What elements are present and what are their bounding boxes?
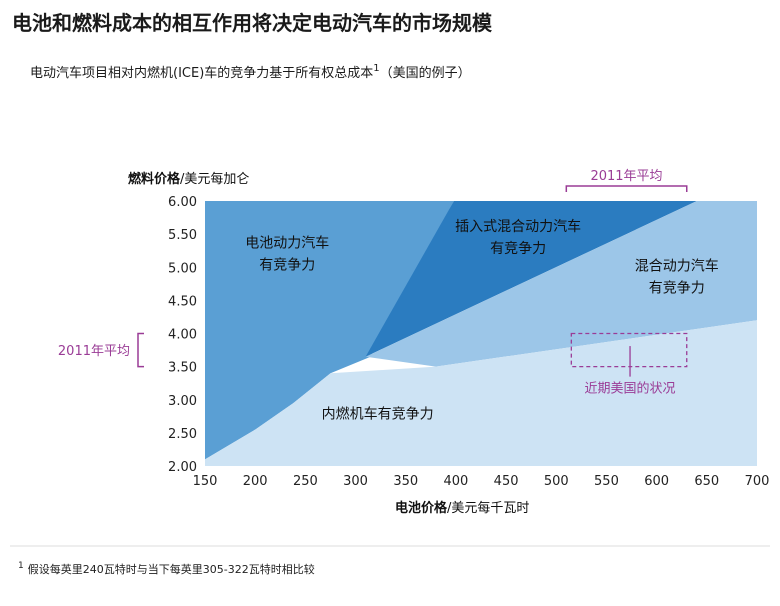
footnote-text: 假设每英里240瓦特时与当下每英里305-322瓦特时相比较 xyxy=(28,562,315,576)
region-2 xyxy=(365,201,757,367)
fuel-avg-bracket xyxy=(137,332,144,368)
region-label-0-1: 有竞争力 xyxy=(259,256,315,273)
region-0 xyxy=(205,201,454,460)
x-tick-5: 400 xyxy=(443,474,468,489)
y-tick-0: 2.00 xyxy=(168,460,197,475)
region-label-3-0: 内燃机车有竞争力 xyxy=(322,405,434,422)
x-tick-8: 550 xyxy=(594,474,619,489)
subtitle-superscript: 1 xyxy=(373,63,379,74)
y-tick-5: 4.50 xyxy=(168,294,197,309)
x-tick-6: 450 xyxy=(494,474,519,489)
region-label-0-0: 电池动力汽车 xyxy=(245,234,329,251)
y-tick-4: 4.00 xyxy=(168,328,197,343)
battery-avg-label: 2011年平均 xyxy=(590,169,662,184)
y-axis-label-bold: 燃料价格 xyxy=(128,171,181,187)
subtitle-main: 电动汽车项目相对内燃机(ICE)车的竞争力基于所有权总成本 xyxy=(30,65,373,81)
x-axis-ticks: 150 200 250 300 350 400 450 500 550 600 650 700 xyxy=(193,474,770,489)
x-tick-11: 700 xyxy=(745,474,770,489)
x-axis-label-bold: 电池价格 xyxy=(395,500,448,516)
x-tick-1: 200 xyxy=(243,474,268,489)
y-axis-ticks: 2.00 2.50 3.00 3.50 4.00 4.50 5.00 5.50 6.00 xyxy=(168,195,197,475)
fuel-avg-label: 2011年平均 xyxy=(58,344,130,359)
footnote: 1 假设每英里240瓦特时与当下每英里305-322瓦特时相比较 xyxy=(18,561,315,576)
region-label-2-1: 有竞争力 xyxy=(649,280,705,297)
region-label-2-0: 混合动力汽车 xyxy=(635,258,719,275)
y-tick-1: 2.50 xyxy=(168,427,197,442)
x-tick-10: 650 xyxy=(694,474,719,489)
footnote-superscript: 1 xyxy=(18,561,24,571)
x-axis-label-rest: /美元每千瓦时 xyxy=(447,500,529,516)
subtitle-suffix: （美国的例子） xyxy=(380,65,471,81)
x-tick-4: 350 xyxy=(393,474,418,489)
current-us-label: 近期美国的状况 xyxy=(585,381,676,397)
regions xyxy=(205,201,757,466)
y-tick-8: 6.00 xyxy=(168,195,197,210)
x-axis-label: 电池价格/美元每千瓦时 xyxy=(395,500,529,516)
region-label-1-0: 插入式混合动力汽车 xyxy=(455,218,581,235)
x-tick-7: 500 xyxy=(544,474,569,489)
y-axis-label-rest: /美元每加仑 xyxy=(180,171,249,187)
y-tick-2: 3.00 xyxy=(168,394,197,409)
region-labels: 电池动力汽车有竞争力插入式混合动力汽车有竞争力混合动力汽车有竞争力内燃机车有竞争… xyxy=(245,218,718,422)
x-tick-0: 150 xyxy=(193,474,218,489)
chart-title: 电池和燃料成本的相互作用将决定电动汽车的市场规模 xyxy=(12,11,493,35)
battery-avg-bracket xyxy=(565,185,688,192)
plot-area: 电池动力汽车有竞争力插入式混合动力汽车有竞争力混合动力汽车有竞争力内燃机车有竞争… xyxy=(58,169,770,489)
region-1 xyxy=(365,201,697,357)
y-tick-6: 5.00 xyxy=(168,261,197,276)
y-tick-7: 5.50 xyxy=(168,228,197,243)
x-tick-9: 600 xyxy=(644,474,669,489)
region-3 xyxy=(205,320,757,466)
x-tick-2: 250 xyxy=(293,474,318,489)
y-axis-label: 燃料价格/美元每加仑 xyxy=(128,171,249,187)
y-tick-3: 3.50 xyxy=(168,361,197,376)
region-label-1-1: 有竞争力 xyxy=(490,240,546,257)
chart-subtitle: 电动汽车项目相对内燃机(ICE)车的竞争力基于所有权总成本1（美国的例子） xyxy=(30,63,471,81)
current-us-box xyxy=(570,332,688,368)
x-tick-3: 300 xyxy=(343,474,368,489)
